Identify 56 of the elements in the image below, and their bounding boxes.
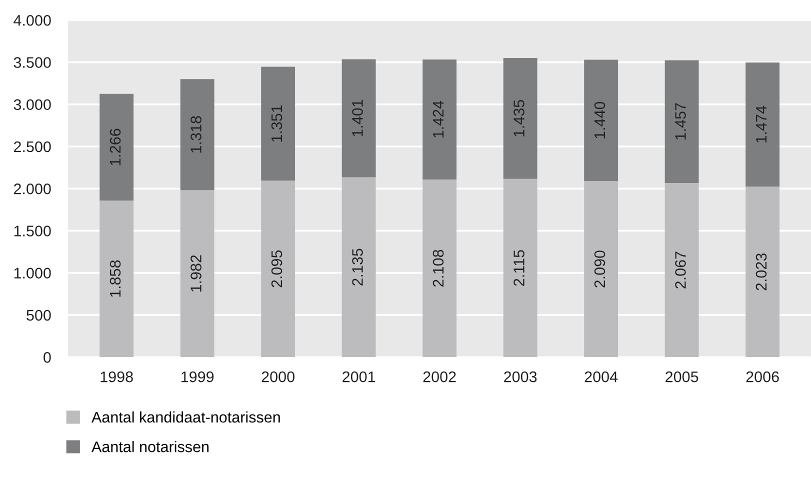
- bar: [584, 60, 618, 182]
- x-tick-label: 2006: [746, 371, 779, 382]
- data-label: 1.351: [271, 105, 282, 142]
- x-tick-label: 1999: [181, 371, 214, 382]
- bar: [584, 181, 618, 358]
- bar: [422, 180, 457, 358]
- bar: [664, 60, 699, 183]
- x-tick-label: 1998: [100, 371, 133, 382]
- bar: [342, 59, 376, 178]
- bar: [261, 66, 296, 181]
- y-tick-label: 3.000: [14, 99, 51, 110]
- data-label: 2.115: [514, 250, 524, 286]
- data-label: 1.440: [594, 102, 606, 138]
- data-label: 2.095: [271, 250, 282, 288]
- y-tick-label: 1.500: [14, 226, 51, 236]
- data-label: 1.858: [110, 260, 121, 297]
- data-label: 2.108: [432, 250, 444, 287]
- x-tick-label: 2000: [262, 371, 294, 382]
- data-label: 1.457: [675, 103, 686, 140]
- x-tick-label: 2003: [504, 371, 537, 382]
- data-label: 2.135: [352, 248, 363, 286]
- data-label: 1.401: [352, 100, 363, 136]
- bar: [746, 186, 780, 358]
- data-label: 1.266: [110, 128, 121, 166]
- data-label: 1.318: [190, 116, 202, 153]
- data-label: 1.435: [514, 100, 524, 136]
- data-label: 1.474: [756, 106, 766, 143]
- y-tick-label: 3.500: [14, 57, 51, 68]
- bar: [664, 182, 699, 358]
- x-tick-label: 2002: [423, 371, 456, 382]
- legend-label: Aantal kandidaat-notarissen: [91, 411, 280, 423]
- data-label: 2.090: [594, 250, 606, 288]
- x-tick-label: 2004: [584, 371, 618, 382]
- legend-label: Aantal notarissen: [91, 441, 209, 452]
- y-tick-label: 0: [44, 352, 51, 363]
- bar: [180, 190, 214, 358]
- x-tick-label: 2005: [666, 371, 698, 382]
- y-tick-label: 2.000: [14, 183, 51, 194]
- y-tick-label: 500: [26, 310, 51, 321]
- bar: [100, 94, 134, 201]
- bar: [503, 178, 538, 358]
- y-tick-label: 1.000: [14, 268, 51, 279]
- bar: [342, 177, 376, 358]
- bar: [746, 62, 780, 187]
- data-label: 2.067: [675, 252, 686, 288]
- data-label: 2.023: [756, 253, 767, 290]
- bar: [261, 180, 296, 358]
- bar: [422, 60, 457, 180]
- bar: [503, 58, 538, 179]
- bar: [100, 200, 134, 358]
- data-label: 1.424: [432, 100, 444, 138]
- x-tick-label: 2001: [342, 371, 376, 382]
- data-label: 1.982: [190, 255, 202, 292]
- y-tick-label: 2.500: [14, 141, 51, 152]
- y-tick-label: 4.000: [14, 14, 51, 26]
- bar: [180, 79, 214, 190]
